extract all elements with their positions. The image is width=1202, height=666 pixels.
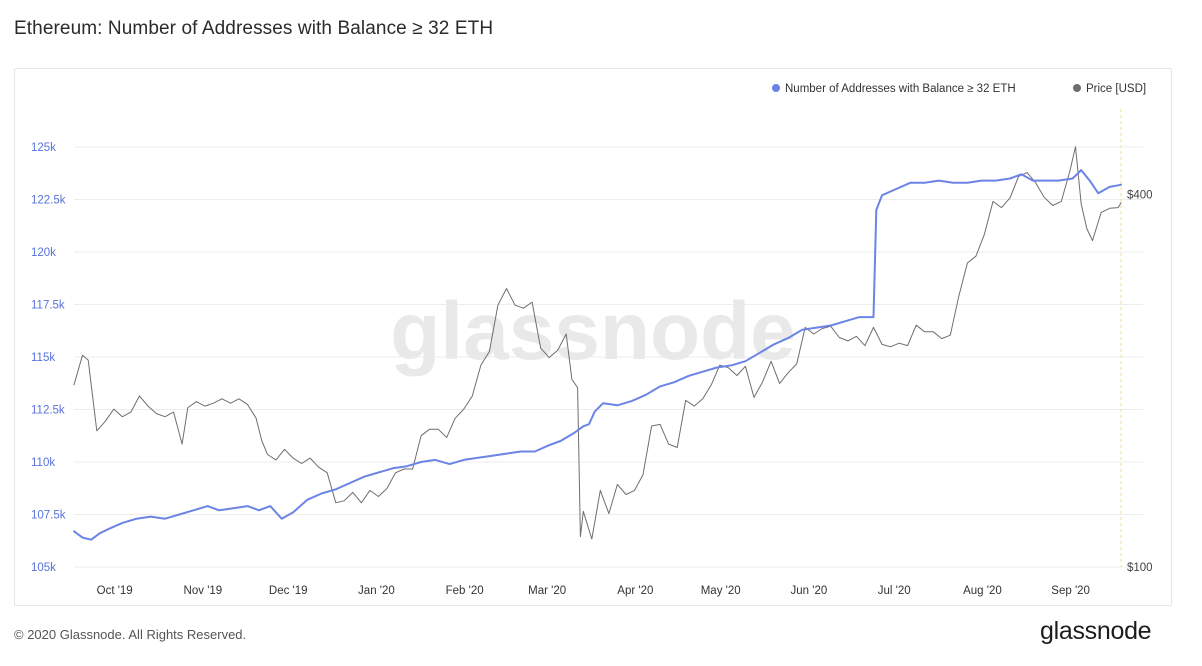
x-tick-label: Aug '20 bbox=[963, 585, 1002, 597]
x-tick-label: Feb '20 bbox=[446, 585, 484, 597]
series-line-addresses bbox=[73, 169, 1122, 541]
y-left-tick-label: 122.5k bbox=[31, 195, 66, 207]
series-line-price bbox=[73, 146, 1122, 540]
x-tick-label: Nov '19 bbox=[184, 585, 223, 597]
x-tick-label: Oct '19 bbox=[97, 585, 133, 597]
y-axis-right: $100 $400 bbox=[1127, 190, 1153, 574]
legend: Number of Addresses with Balance ≥ 32 ET… bbox=[772, 83, 1146, 95]
x-tick-label: Apr '20 bbox=[617, 585, 653, 597]
chart[interactable]: glassnode 105k 107.5k 110k 112.5k 115k 117.5k… bbox=[15, 69, 1171, 605]
series-layer bbox=[73, 146, 1122, 541]
y-left-tick-label: 110k bbox=[31, 457, 55, 469]
y-right-tick-label: $100 bbox=[1127, 562, 1153, 574]
y-right-tick-label: $400 bbox=[1127, 190, 1153, 202]
chart-panel: glassnode 105k 107.5k 110k 112.5k 115k 117.5k… bbox=[14, 68, 1172, 606]
y-left-tick-label: 125k bbox=[31, 142, 56, 154]
x-tick-label: Jul '20 bbox=[878, 585, 911, 597]
y-left-tick-label: 112.5k bbox=[31, 405, 65, 417]
legend-item-price[interactable]: Price [USD] bbox=[1073, 83, 1146, 95]
glassnode-logo[interactable]: glassnode bbox=[1040, 617, 1152, 645]
watermark-text: glassnode bbox=[390, 286, 796, 377]
y-left-tick-label: 120k bbox=[31, 247, 56, 259]
x-tick-label: May '20 bbox=[701, 585, 741, 597]
y-left-tick-label: 107.5k bbox=[31, 510, 66, 522]
legend-label-addresses: Number of Addresses with Balance ≥ 32 ET… bbox=[785, 83, 1016, 95]
page-title: Ethereum: Number of Addresses with Balan… bbox=[14, 18, 494, 39]
y-axis-left: 105k 107.5k 110k 112.5k 115k 117.5k 120k 122.5k… bbox=[31, 142, 66, 574]
legend-dot-addresses bbox=[772, 84, 780, 92]
x-tick-label: Jun '20 bbox=[791, 585, 828, 597]
grid-lines bbox=[74, 146, 1143, 568]
x-tick-label: Jan '20 bbox=[358, 585, 395, 597]
x-tick-label: Sep '20 bbox=[1051, 585, 1090, 597]
copyright-text: © 2020 Glassnode. All Rights Reserved. bbox=[14, 627, 247, 642]
y-left-tick-label: 115k bbox=[31, 352, 55, 364]
y-left-tick-label: 105k bbox=[31, 562, 56, 574]
x-axis: Oct '19 Nov '19 Dec '19 Jan '20 Feb '20 Mar '… bbox=[97, 585, 1090, 597]
x-tick-label: Mar '20 bbox=[528, 585, 566, 597]
legend-dot-price bbox=[1073, 84, 1081, 92]
legend-item-addresses[interactable]: Number of Addresses with Balance ≥ 32 ET… bbox=[772, 83, 1016, 95]
x-tick-label: Dec '19 bbox=[269, 585, 308, 597]
legend-label-price: Price [USD] bbox=[1086, 83, 1146, 95]
y-left-tick-label: 117.5k bbox=[31, 300, 65, 312]
